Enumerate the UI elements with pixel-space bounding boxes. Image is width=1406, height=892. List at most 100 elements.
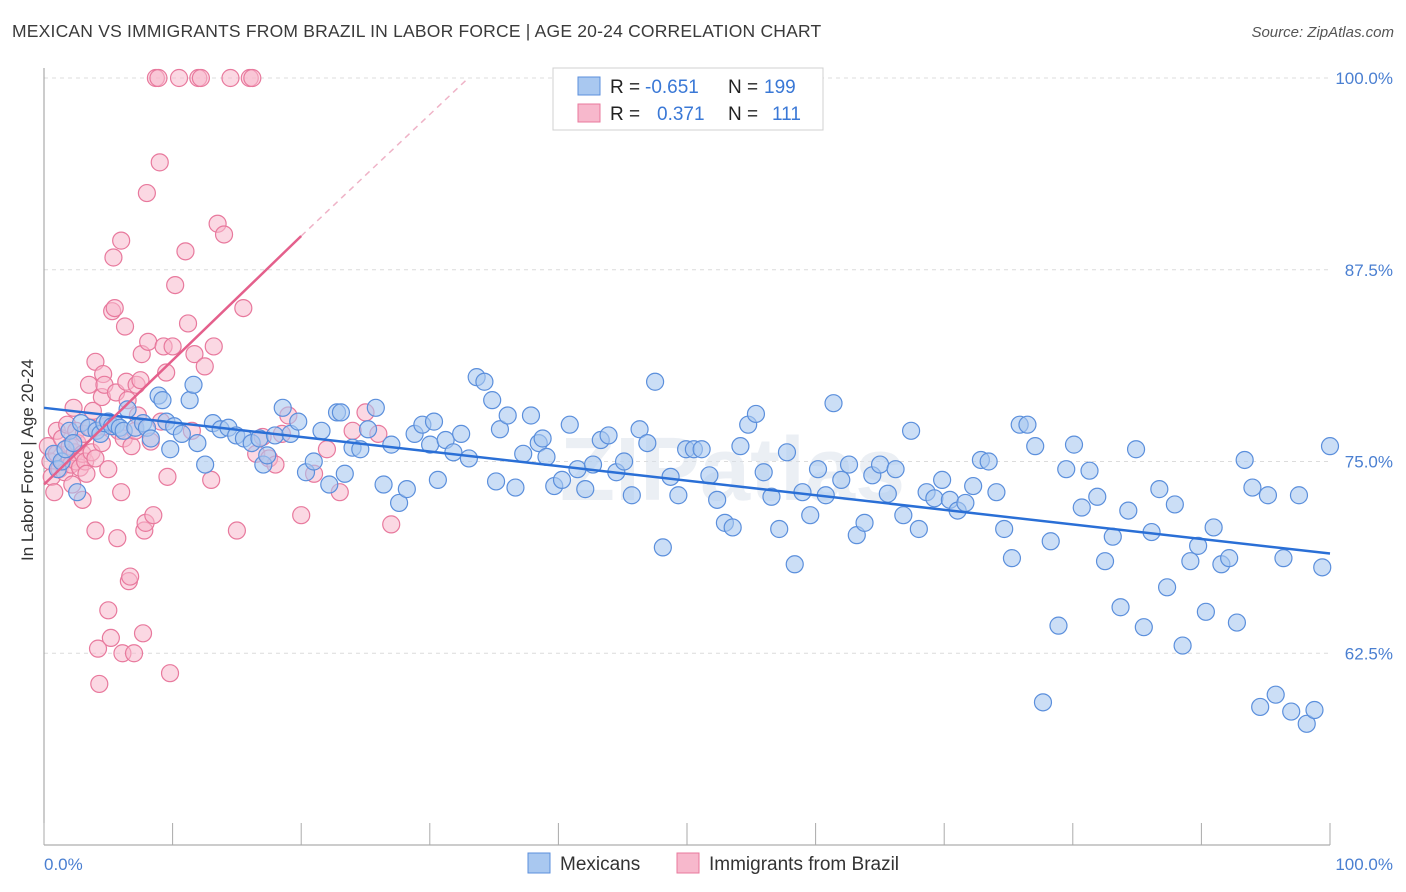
legend-r-label-2: R = [610,104,640,125]
bottom-legend-label-mexicans: Mexicans [560,854,640,875]
data-point-mexicans [909,519,928,539]
data-point-brazil [166,275,185,295]
data-point-mexicans [1002,549,1022,568]
data-point-brazil [292,506,311,525]
legend-n-label-2: N = [728,104,758,125]
data-point-brazil [131,371,150,390]
data-point-mexicans [979,452,998,471]
data-point-mexicans [366,398,385,417]
data-point-mexicans [161,440,180,459]
data-point-mexicans [801,506,820,525]
top-legend: R = -0.651 N = 199 R = 0.371 N = 111 [552,67,824,131]
data-point-brazil [112,231,131,250]
data-point-mexicans [1235,450,1254,470]
data-point-brazil [176,242,195,261]
data-point-mexicans [490,420,510,439]
data-point-mexicans [1313,558,1332,577]
data-point-mexicans [1196,602,1215,621]
data-point-mexicans [428,470,447,490]
data-point-mexicans [382,435,401,454]
data-point-mexicans [1134,618,1153,637]
data-point-brazil [88,639,108,658]
data-point-mexicans [777,443,797,462]
data-point-mexicans [514,444,533,463]
data-point-brazil [221,68,240,88]
data-point-mexicans [956,493,975,513]
data-point-brazil [202,470,221,490]
data-point-mexicans [196,455,215,474]
data-point-mexicans [754,463,773,482]
data-point-brazil [150,153,169,172]
data-point-mexicans [1150,480,1169,499]
data-point-brazil [343,421,362,440]
data-point-mexicans [661,467,680,486]
data-point-mexicans [1064,435,1084,454]
data-point-mexicans [273,398,292,417]
data-point-mexicans [622,486,641,505]
data-point-mexicans [180,391,199,410]
data-point-mexicans [746,404,766,424]
data-point-mexicans [1088,487,1107,506]
data-point-mexicans [576,480,595,499]
x-tick-label-min: 0.0% [44,855,83,874]
data-point-mexicans [1227,613,1247,632]
data-point-mexicans [614,452,634,471]
data-point-mexicans [995,519,1014,539]
data-point-brazil [178,314,198,333]
data-point-mexicans [397,480,416,499]
data-point-brazil [144,506,163,525]
data-point-mexicans [389,493,409,513]
data-point-mexicans [855,513,874,532]
data-point-mexicans [630,420,649,439]
chart-source: Source: ZipAtlas.com [1251,24,1394,41]
data-point-mexicans [638,433,657,453]
data-point-brazil [99,601,118,620]
data-point-mexicans [925,489,944,508]
data-point-mexicans [870,455,890,474]
data-point-mexicans [289,412,308,431]
data-point-mexicans [933,470,952,490]
data-point-mexicans [1274,549,1293,568]
data-point-mexicans [839,455,859,474]
data-point-mexicans [483,391,502,410]
data-point-mexicans [692,440,711,459]
data-point-brazil [234,299,253,318]
data-point-brazil [83,401,102,420]
data-point-brazil [160,664,180,683]
y-tick-label: 87.5% [1345,261,1393,280]
data-point-mexicans [1026,437,1045,456]
x-tick-labels: 0.0% 100.0% [44,855,1393,874]
series-brazil-points [38,68,401,694]
data-point-mexicans [320,475,339,494]
data-point-mexicans [1305,700,1324,720]
data-point-mexicans [708,490,727,509]
y-tick-labels: 62.5% 75.0% 87.5% 100.0% [1335,69,1393,663]
data-point-mexicans [1173,636,1192,655]
data-point-brazil [214,225,234,244]
y-tick-label: 75.0% [1345,453,1393,472]
data-point-mexicans [964,476,983,496]
data-point-mexicans [506,478,525,497]
data-point-mexicans [552,470,572,490]
data-point-mexicans [459,449,479,468]
data-point-mexicans [172,424,191,443]
data-point-mexicans [358,420,378,439]
y-tick-label: 100.0% [1335,69,1393,88]
data-point-mexicans [762,487,781,506]
legend-r-label-1: R = [610,77,640,98]
grid-lines [44,77,1330,654]
data-point-brazil [137,183,156,203]
y-tick-label: 62.5% [1345,644,1393,663]
y-axis-label: In Labor Force | Age 20-24 [18,359,37,561]
data-point-mexicans [886,460,905,479]
data-point-brazil [45,483,64,502]
trend-lines [43,77,1331,555]
legend-n-value-2: 111 [772,104,801,125]
legend-n-value-1: 199 [764,77,796,98]
data-point-mexicans [1041,532,1060,551]
data-point-mexicans [1126,440,1146,459]
data-point-mexicans [1072,498,1091,517]
data-point-brazil [139,332,158,351]
data-point-mexicans [475,372,494,391]
data-point-mexicans [1320,437,1340,456]
